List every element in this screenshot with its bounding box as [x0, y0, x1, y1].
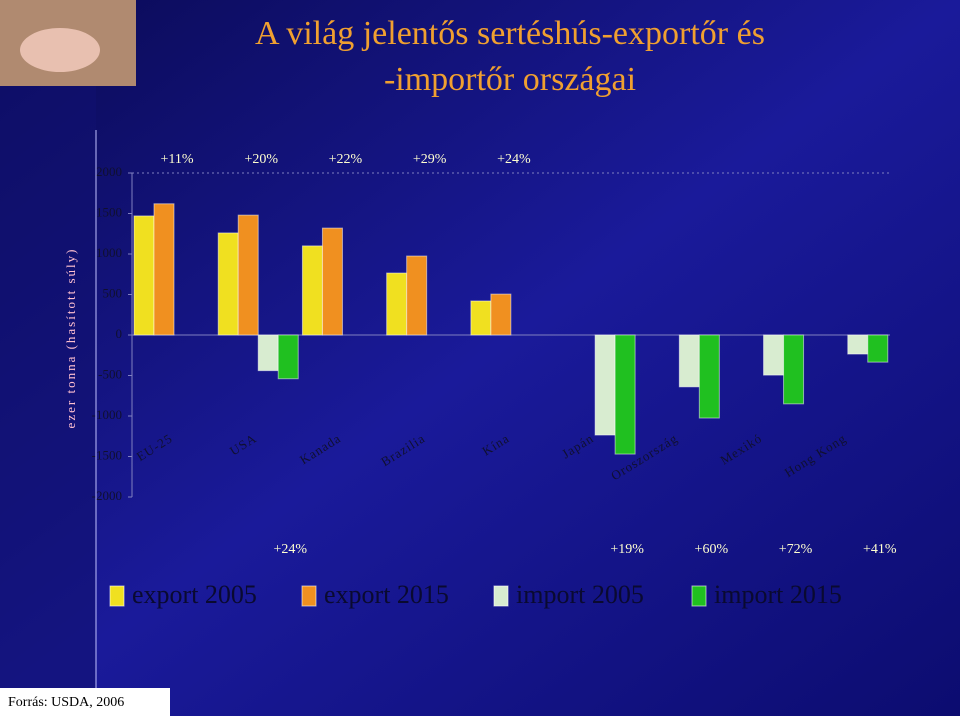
legend-label: export 2015 [324, 580, 449, 609]
bar [594, 334, 616, 436]
export-growth-label: +20% [244, 152, 278, 167]
bar [153, 203, 175, 336]
legend-swatch [109, 585, 125, 607]
y-tick-label: 1000 [96, 245, 122, 260]
export-growth-label: +29% [413, 152, 447, 167]
legend-swatch [493, 585, 509, 607]
import-growth-label: +41% [863, 542, 897, 557]
import-growth-label: +19% [610, 542, 644, 557]
y-tick-label: 2000 [96, 164, 122, 179]
bar [470, 300, 492, 336]
export-growth-label: +24% [497, 152, 531, 167]
title: A világ jelentős sertéshús-exportőr és [255, 15, 765, 52]
y-tick-label: -1000 [92, 407, 122, 422]
bar [386, 272, 408, 336]
source: Forrás: USDA, 2006 [8, 695, 124, 710]
export-growth-label: +22% [329, 152, 363, 167]
import-growth-label: +60% [695, 542, 729, 557]
bar [301, 245, 323, 336]
y-tick-label: -500 [98, 366, 122, 381]
y-tick-label: -2000 [92, 488, 122, 503]
bar [763, 334, 785, 376]
bar [257, 334, 279, 372]
bar [490, 293, 512, 336]
photo-pig [20, 28, 100, 72]
bar [217, 232, 239, 336]
bar [783, 334, 805, 405]
legend-label: import 2005 [516, 580, 644, 609]
left-strip [0, 0, 96, 716]
y-axis-label: ezer tonna (hasított súly) [63, 248, 78, 429]
y-tick-label: -1500 [92, 447, 122, 462]
bar [867, 334, 889, 363]
bar [698, 334, 720, 419]
bar [237, 214, 259, 336]
legend-swatch [301, 585, 317, 607]
import-growth-label: +24% [273, 542, 307, 557]
bar [406, 255, 428, 336]
bar [133, 215, 155, 336]
legend-swatch [691, 585, 707, 607]
bar [678, 334, 700, 388]
legend-label: import 2015 [714, 580, 842, 609]
bar [614, 334, 636, 455]
import-growth-label: +72% [779, 542, 813, 557]
y-tick-label: 1500 [96, 204, 122, 219]
subtitle: -importőr országai [384, 61, 636, 98]
legend-label: export 2005 [132, 580, 257, 609]
export-growth-label: +11% [160, 152, 193, 167]
bar [847, 334, 869, 355]
bar [277, 334, 299, 380]
bar [321, 227, 343, 336]
y-tick-label: 0 [116, 326, 123, 341]
y-tick-label: 500 [103, 285, 123, 300]
source-box [0, 688, 170, 716]
